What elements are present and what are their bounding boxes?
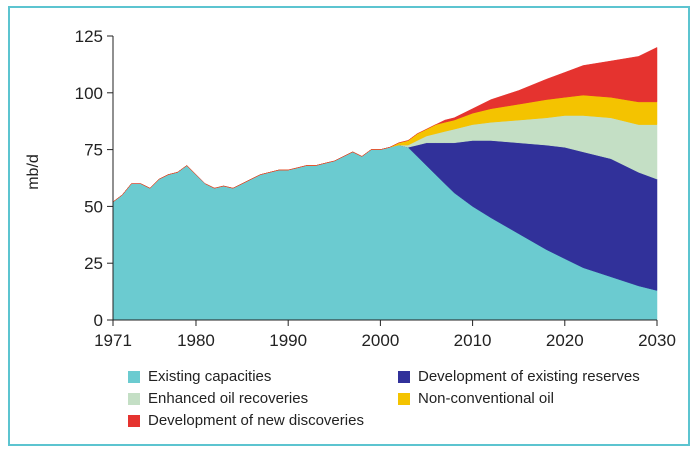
y-tick-label: 75 [84, 141, 103, 160]
legend-item-development-existing-reserves: Development of existing reserves [398, 368, 640, 385]
legend-swatch [128, 414, 140, 427]
legend-swatch [398, 392, 410, 405]
legend-label: Enhanced oil recoveries [148, 390, 309, 407]
x-tick-label: 1980 [177, 331, 215, 350]
y-axis-label: mb/d [25, 154, 42, 190]
x-tick-label: 2020 [546, 331, 584, 350]
legend-label: Development of new discoveries [148, 412, 364, 429]
chart-frame [8, 6, 690, 446]
legend-label: Development of existing reserves [418, 368, 640, 385]
legend-item-non-conventional-oil: Non-conventional oil [398, 390, 554, 407]
y-tick-label: 25 [84, 254, 103, 273]
y-tick-label: 125 [75, 27, 103, 46]
x-tick-label: 1971 [94, 331, 132, 350]
x-tick-label: 2000 [361, 331, 399, 350]
y-tick-label: 0 [94, 311, 103, 330]
legend-label: Existing capacities [148, 368, 272, 385]
legend-swatch [128, 392, 140, 405]
area-layers [112, 46, 658, 321]
x-tick-label: 2010 [454, 331, 492, 350]
legend: Existing capacities Development of exist… [128, 368, 668, 434]
x-tick-label: 1990 [269, 331, 307, 350]
area-development-of-new-discoveries [112, 46, 658, 203]
axes: 0 25 50 75 100 125 1971 1980 1990 2000 2010 2020 203… [75, 27, 676, 350]
legend-label: Non-conventional oil [418, 390, 554, 407]
legend-item-existing-capacities: Existing capacities [128, 368, 271, 385]
y-tick-label: 100 [75, 84, 103, 103]
legend-item-development-new-discoveries: Development of new discoveries [128, 412, 364, 429]
x-tick-label: 2030 [638, 331, 676, 350]
legend-swatch [398, 370, 410, 383]
legend-item-enhanced-oil-recoveries: Enhanced oil recoveries [128, 390, 308, 407]
legend-swatch [128, 370, 140, 383]
y-tick-label: 50 [84, 197, 103, 216]
